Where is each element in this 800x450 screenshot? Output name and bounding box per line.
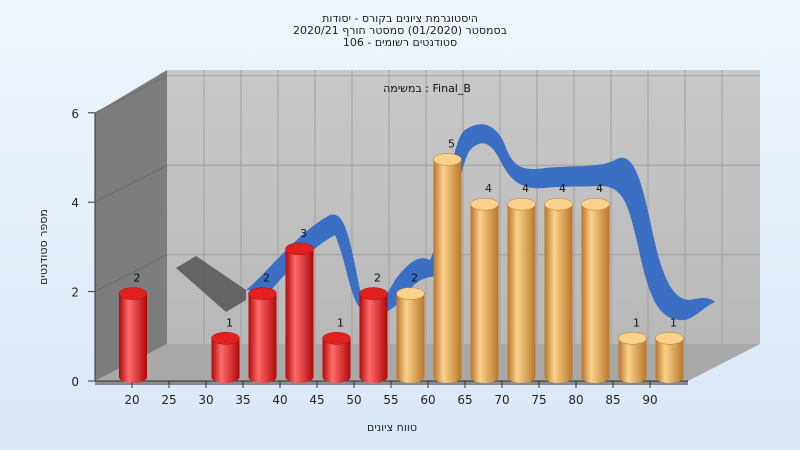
x-tick-label-8: 60 — [420, 393, 435, 407]
x-tick-label-9: 65 — [457, 393, 472, 407]
bar-body-2 — [248, 293, 277, 383]
chart-title-line-2: בסמסטר (01/2020) סמסטר חורף 2020/21 — [293, 24, 507, 37]
bar-10: 4 — [544, 182, 573, 383]
bar-top-9 — [507, 197, 536, 211]
bar-8: 4 — [470, 182, 499, 383]
y-axis-title: מספר סטודנטים — [37, 209, 50, 285]
bar-body-12 — [618, 338, 647, 383]
bar-body-6 — [396, 293, 425, 383]
grid-line-side-3 — [94, 75, 168, 114]
x-tick-label-6: 50 — [346, 393, 361, 407]
bar-body-7 — [433, 159, 462, 383]
bar-label-11: 4 — [596, 182, 603, 195]
x-tick-label-14: 90 — [642, 393, 657, 407]
x-tick-label-10: 70 — [494, 393, 509, 407]
bar-label-2: 2 — [263, 272, 270, 285]
bar-body-4 — [322, 338, 351, 383]
bar-body-11 — [581, 204, 610, 383]
bar-body-13 — [655, 338, 684, 383]
bar-7: 5 — [433, 138, 462, 383]
x-tick-label-11: 75 — [531, 393, 546, 407]
grid-line-side-1 — [94, 254, 168, 293]
bar-label-8: 4 — [485, 182, 492, 195]
bar-top-3 — [285, 242, 314, 256]
bar-label-9: 4 — [522, 182, 529, 195]
bar-body-9 — [507, 204, 536, 383]
bar-top-10 — [544, 197, 573, 211]
bar-label-10: 4 — [559, 182, 566, 195]
bar-body-8 — [470, 204, 499, 383]
y-tick-label-1: 2 — [71, 286, 79, 300]
grid-line-side-2 — [94, 164, 168, 203]
bar-label-6: 2 — [411, 272, 418, 285]
bar-5: 2 — [359, 272, 388, 383]
y-axis-ticks: 0 2 4 6 — [71, 107, 95, 389]
bar-top-12 — [618, 332, 647, 345]
bar-body-1 — [211, 338, 240, 383]
bar-3: 3 — [285, 227, 314, 383]
bar-4: 1 — [322, 316, 351, 383]
y-tick-label-2: 4 — [71, 196, 79, 210]
x-tick-label-13: 85 — [605, 393, 620, 407]
x-tick-label-1: 25 — [161, 393, 176, 407]
bar-label-5: 2 — [374, 272, 381, 285]
chart-title-line-3: סטודנטים רשומים - 106 — [342, 36, 458, 49]
x-tick-label-7: 55 — [383, 393, 398, 407]
bar-label-0: 2 — [134, 272, 141, 285]
x-tick-label-4: 40 — [272, 393, 287, 407]
bar-label-13: 1 — [670, 316, 677, 329]
bar-top-11 — [581, 197, 610, 211]
left-wall — [95, 70, 167, 381]
bar-body-0 — [119, 293, 147, 383]
distribution-ribbon — [246, 124, 715, 321]
bar-top-0 — [118, 287, 148, 300]
bar-top-8 — [470, 197, 499, 211]
bar-0: 2 — [118, 272, 148, 383]
x-axis-ticks: 20 25 30 35 40 45 50 55 60 65 70 75 80 85 90 — [124, 381, 658, 407]
bar-6: 2 — [396, 272, 425, 383]
x-tick-label-5: 45 — [309, 393, 324, 407]
bar-13: 1 — [655, 316, 684, 383]
bar-top-7 — [433, 153, 462, 166]
bar-9: 4 — [507, 182, 536, 383]
bar-top-2 — [248, 287, 277, 300]
bar-11: 4 — [581, 182, 610, 383]
x-tick-label-12: 80 — [568, 393, 583, 407]
y-tick-label-0: 0 — [71, 375, 79, 389]
x-tick-label-0: 20 — [124, 393, 139, 407]
bar-12: 1 — [618, 316, 647, 383]
bar-label-7: 5 — [448, 138, 455, 151]
x-tick-label-3: 35 — [235, 393, 250, 407]
bar-2: 2 — [248, 272, 277, 383]
bar-top-1 — [211, 332, 240, 345]
bar-label-3: 3 — [300, 227, 307, 240]
bar-top-6 — [396, 287, 425, 300]
bar-top-4 — [322, 332, 351, 345]
x-axis-title: טווח ציונים — [367, 421, 417, 434]
bar-top-5 — [359, 287, 388, 300]
bar-body-10 — [544, 204, 573, 383]
bar-label-4: 1 — [337, 316, 344, 329]
y-tick-label-3: 6 — [71, 107, 79, 121]
bar-label-1: 1 — [226, 316, 233, 329]
bars: 2 1 2 3 1 2 2 5 4 4 4 4 1 1 — [118, 138, 684, 383]
bar-body-3 — [285, 248, 314, 383]
bar-top-13 — [655, 332, 684, 345]
chart-title-line-1: היסטוגרמת ציונים בקורס - יסודות — [322, 12, 478, 25]
chart-subtitle: במשימה : Final_B — [383, 82, 471, 95]
bar-1: 1 — [211, 316, 240, 383]
ribbon-shadow — [176, 256, 246, 312]
bar-label-12: 1 — [633, 316, 640, 329]
bar-body-5 — [359, 293, 388, 383]
x-tick-label-2: 30 — [198, 393, 213, 407]
